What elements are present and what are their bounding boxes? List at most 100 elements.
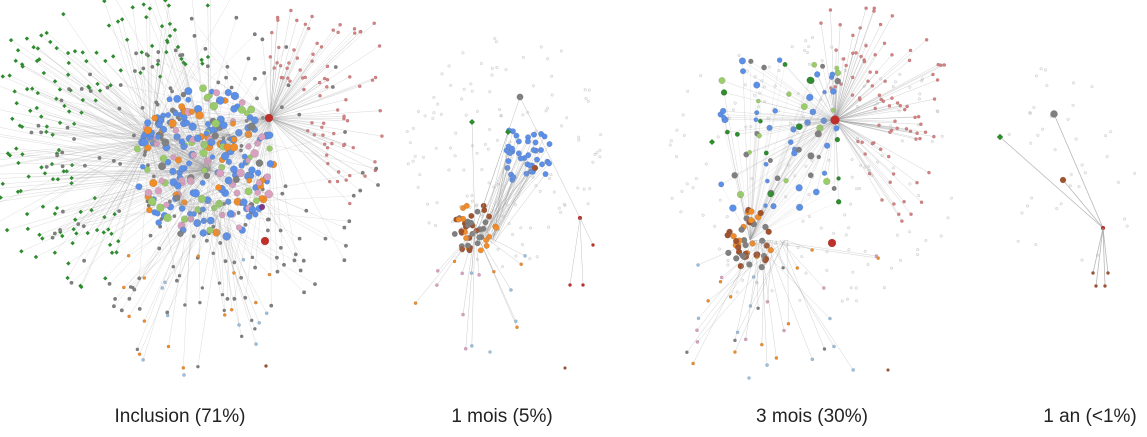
network-edge: [749, 91, 834, 241]
network-edge: [773, 119, 836, 207]
network-node: [501, 265, 505, 269]
network-node: [908, 230, 912, 234]
network-edge: [834, 119, 874, 144]
network-node: [452, 259, 457, 264]
network-edge: [262, 39, 271, 119]
network-edge: [720, 184, 751, 241]
network-edge: [834, 43, 885, 121]
network-edge: [149, 46, 179, 141]
network-node: [675, 155, 679, 159]
network-edge: [269, 77, 303, 119]
caption-three-months: 3 mois (30%): [756, 406, 868, 427]
network-node: [113, 296, 118, 301]
network-node: [124, 37, 130, 43]
network-node: [78, 209, 83, 215]
network-edge: [765, 119, 836, 206]
network-node: [321, 121, 326, 126]
network-edge: [84, 165, 181, 206]
network-edge: [149, 139, 326, 239]
network-node: [521, 113, 525, 117]
network-node: [140, 105, 145, 110]
network-node: [200, 206, 206, 213]
network-edge: [749, 164, 767, 241]
network-node: [196, 254, 201, 258]
network-edge: [149, 139, 226, 157]
network-edge: [269, 99, 346, 119]
network-node: [230, 91, 240, 101]
network-edge: [269, 117, 376, 163]
network-node: [69, 280, 74, 285]
network-node: [68, 88, 73, 93]
network-node: [173, 194, 181, 202]
network-node: [679, 210, 683, 214]
network-node: [205, 54, 211, 60]
network-edge: [202, 199, 220, 288]
network-edge: [149, 42, 168, 141]
network-edge: [223, 117, 271, 126]
network-node: [258, 203, 266, 211]
network-edge: [834, 8, 875, 121]
network-node: [821, 170, 828, 176]
network-node: [899, 258, 903, 262]
network-node: [896, 212, 901, 217]
network-node: [599, 133, 603, 137]
network-edge: [149, 139, 192, 220]
network-node: [447, 64, 451, 68]
network-node: [88, 72, 93, 77]
network-node: [278, 63, 283, 68]
network-edge: [834, 95, 880, 121]
network-node: [494, 40, 498, 44]
network-edge: [207, 199, 267, 314]
network-edge: [254, 117, 271, 268]
network-node: [586, 202, 590, 206]
network-edge: [74, 123, 151, 141]
network-edge: [730, 239, 753, 297]
network-node: [733, 350, 737, 354]
network-node: [488, 350, 492, 354]
network-node: [285, 66, 289, 71]
network-node: [107, 242, 113, 248]
network-edge: [834, 97, 893, 121]
network-edge: [176, 98, 211, 171]
network-node: [833, 125, 840, 132]
network-node: [250, 149, 259, 158]
network-node: [577, 135, 581, 139]
network-edge: [1095, 227, 1104, 287]
network-node: [139, 50, 144, 55]
network-node: [718, 77, 726, 84]
network-node: [748, 304, 753, 308]
network-edge: [82, 52, 151, 141]
network-node: [455, 216, 462, 223]
network-edge: [209, 199, 242, 337]
network-node: [342, 114, 346, 119]
network-node: [376, 183, 381, 188]
network-node: [1066, 117, 1070, 121]
network-node: [246, 56, 251, 61]
network-node: [475, 203, 479, 207]
network-node: [37, 57, 42, 62]
network-edge: [834, 119, 903, 222]
network-node: [0, 181, 5, 187]
network-edge: [810, 119, 836, 157]
network-node: [924, 38, 929, 42]
network-edge: [73, 139, 151, 230]
network-node: [19, 62, 25, 67]
network-node: [44, 164, 49, 169]
network-edge: [269, 20, 298, 119]
network-node: [796, 92, 800, 96]
network-edge: [474, 229, 526, 257]
network-node: [39, 165, 44, 170]
network-edge: [749, 101, 759, 241]
network-node: [888, 180, 893, 185]
network-node: [331, 131, 336, 136]
network-edge: [474, 167, 536, 231]
network-node: [224, 88, 232, 97]
network-node: [563, 204, 567, 208]
network-node: [195, 111, 204, 120]
network-edge: [10, 39, 211, 171]
network-node: [305, 128, 310, 133]
network-edge: [484, 153, 520, 237]
network-node: [829, 71, 836, 78]
network-edge: [269, 62, 278, 119]
network-edge: [209, 119, 222, 171]
